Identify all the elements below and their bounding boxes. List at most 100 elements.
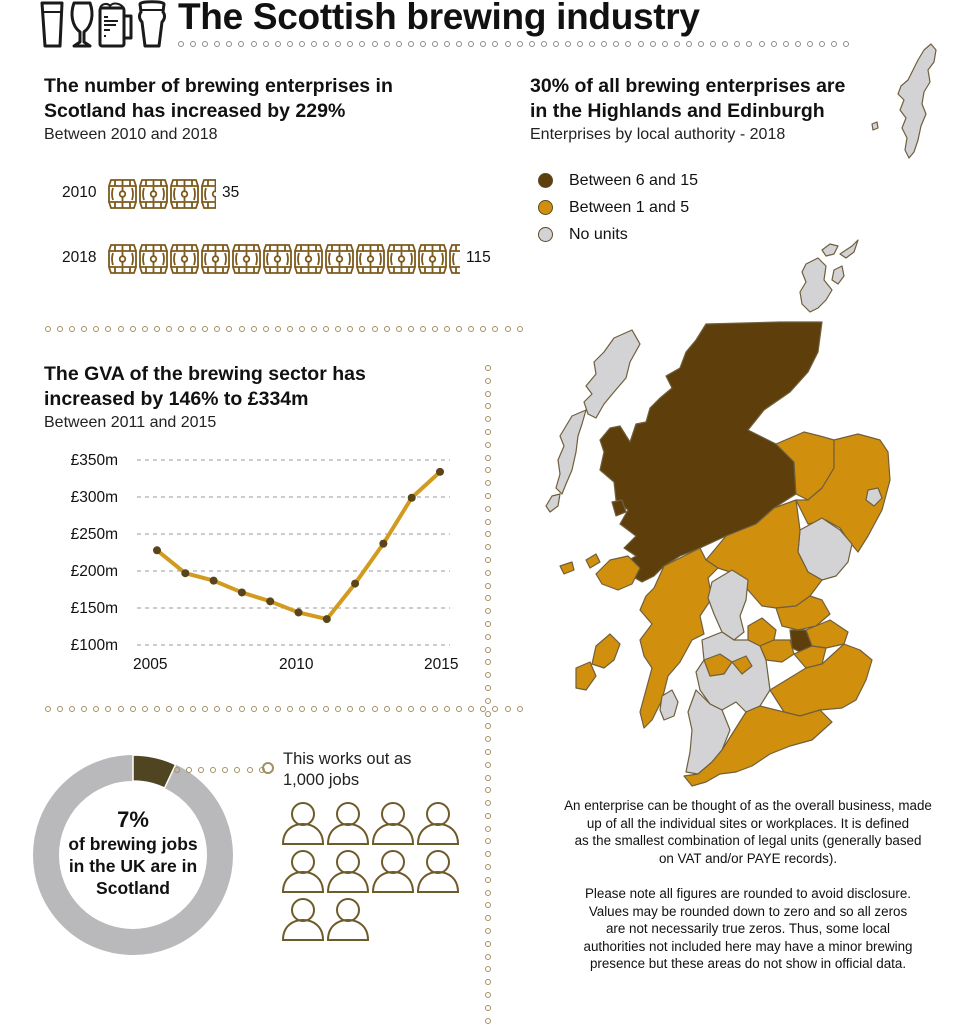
divider-dot xyxy=(234,767,241,773)
divider-dot xyxy=(485,467,491,474)
data-point xyxy=(266,597,275,606)
note-line: An enterprise can be thought of as the o… xyxy=(564,798,932,813)
divider-dot xyxy=(311,706,318,712)
barrel-icon xyxy=(201,179,216,209)
x-tick: 2015 xyxy=(424,656,459,673)
divider-dot xyxy=(190,41,197,47)
year-label-2018: 2018 xyxy=(62,249,97,266)
divider-dot xyxy=(335,41,342,47)
divider-dot xyxy=(129,326,136,332)
donut-label: 7% of brewing jobs in the UK are in Scot… xyxy=(53,807,213,899)
divider-dot xyxy=(504,41,511,47)
divider-dot xyxy=(190,706,197,712)
divider-dot xyxy=(238,41,245,47)
divider-dot xyxy=(335,706,342,712)
region-highland xyxy=(599,321,823,583)
divider-dot xyxy=(843,41,850,47)
divider-dot xyxy=(485,684,491,691)
enterprises-subheading: Between 2010 and 2018 xyxy=(44,126,218,143)
divider-dot xyxy=(485,979,491,986)
map-subheading: Enterprises by local authority - 2018 xyxy=(530,126,786,143)
divider-dot xyxy=(347,41,354,47)
legend-label: Between 6 and 15 xyxy=(569,171,698,189)
divider-dot xyxy=(262,41,269,47)
divider-dot xyxy=(190,326,197,332)
divider-dot xyxy=(202,326,209,332)
divider-dot xyxy=(371,326,378,332)
region-arran xyxy=(659,689,679,721)
data-point xyxy=(322,615,331,624)
divider-dot xyxy=(165,706,172,712)
person-icon xyxy=(281,850,325,893)
divider-dot xyxy=(485,441,491,448)
divider-dot xyxy=(485,365,491,371)
divider-dot xyxy=(395,706,402,712)
divider-dot xyxy=(468,41,475,47)
divider-dot xyxy=(485,518,491,525)
divider-dot xyxy=(226,326,233,332)
divider-dot xyxy=(238,326,245,332)
divider-dot xyxy=(210,767,217,773)
divider-dot xyxy=(178,706,185,712)
jobs-callout: This works out as 1,000 jobs xyxy=(283,749,411,791)
y-tick: £100m xyxy=(70,637,118,654)
divider-dot xyxy=(480,41,487,47)
header-icons xyxy=(38,0,170,50)
barrel-icon xyxy=(139,179,168,209)
divider-dot xyxy=(485,851,491,858)
person-icon xyxy=(371,850,415,893)
barrel-icon xyxy=(139,244,168,274)
divider-dot xyxy=(734,41,741,47)
enterprises-section: The number of brewing enterprises in Sco… xyxy=(44,74,393,145)
divider-dot xyxy=(298,326,305,332)
enterprises-heading-line1: The number of brewing enterprises in xyxy=(44,75,393,97)
divider-dot xyxy=(504,706,511,712)
region-fife xyxy=(775,595,831,631)
divider-dot xyxy=(485,454,491,461)
divider-dot xyxy=(153,706,160,712)
note-line: are not necessarily true zeros. Thus, so… xyxy=(605,921,891,936)
divider-dot xyxy=(93,706,100,712)
map-note-disclosure: Please note all figures are rounded to a… xyxy=(520,885,976,973)
note-line: up of all the individual sites or workpl… xyxy=(586,815,910,831)
data-point xyxy=(294,608,303,617)
person-icon xyxy=(281,802,325,845)
divider-dot xyxy=(698,41,705,47)
divider-dot xyxy=(722,41,729,47)
divider-dot xyxy=(485,672,491,679)
divider-dot xyxy=(69,326,76,332)
enterprises-heading-line2: Scotland has increased by 229% xyxy=(44,100,346,122)
region-midlothian xyxy=(793,645,827,669)
barrel-icon xyxy=(449,244,460,274)
divider-dot xyxy=(186,767,193,773)
divider-dot xyxy=(407,41,414,47)
divider-dot xyxy=(359,41,366,47)
divider-dot xyxy=(419,706,426,712)
divider-dot xyxy=(165,326,172,332)
note-line: authorities not included here may have a… xyxy=(583,938,913,954)
divider-dot xyxy=(485,582,491,589)
region-stirling xyxy=(707,569,749,641)
divider-dot xyxy=(214,41,221,47)
divider-dot xyxy=(311,326,318,332)
divider-dot xyxy=(485,569,491,576)
divider-dot xyxy=(485,812,491,819)
x-tick: 2010 xyxy=(279,656,314,673)
divider-dot xyxy=(117,326,124,332)
divider-dot xyxy=(407,326,414,332)
region-dumfries-galloway xyxy=(683,705,833,787)
region-argyll-bute xyxy=(639,547,719,729)
barrel-icon xyxy=(170,244,199,274)
barrel-icon xyxy=(170,179,199,209)
divider-dot xyxy=(485,864,491,871)
y-tick: £250m xyxy=(70,526,118,543)
person-icon xyxy=(326,850,370,893)
divider-dot xyxy=(262,326,269,332)
region-aberdeen-city xyxy=(865,487,883,507)
divider-dot xyxy=(286,41,293,47)
divider-dot xyxy=(516,41,523,47)
divider-dot xyxy=(577,41,584,47)
gva-heading-line1: The GVA of the brewing sector has xyxy=(44,363,366,385)
divider-dot xyxy=(395,41,402,47)
divider-dot xyxy=(250,326,257,332)
